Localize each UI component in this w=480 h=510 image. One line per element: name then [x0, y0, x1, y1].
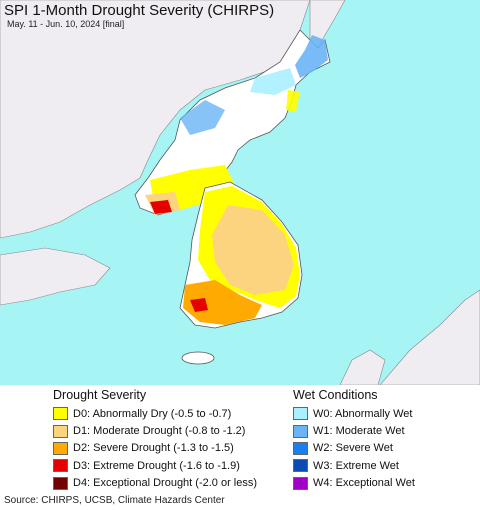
legend-swatch-w2: [293, 441, 308, 455]
legend-label-w1: W1: Moderate Wet: [313, 425, 405, 438]
legend-swatch-w0: [293, 407, 308, 421]
legend-item-w4: W4: Exceptional Wet: [293, 475, 415, 492]
legend-swatch-d0: [53, 407, 68, 421]
legend-item-d3: D3: Extreme Drought (-1.6 to -1.9): [53, 457, 257, 474]
shandong-land: [0, 247, 111, 306]
extreme-area-nk: [150, 200, 172, 214]
wet-area-north: [250, 68, 296, 95]
map: [0, 0, 480, 385]
legend-label-w3: W3: Extreme Wet: [313, 459, 399, 472]
wet-area-northwest: [180, 100, 225, 135]
japan-honshu-land: [379, 289, 480, 385]
source-credit: Source: CHIRPS, UCSB, Climate Hazards Ce…: [4, 495, 225, 506]
legend-item-d2: D2: Severe Drought (-1.3 to -1.5): [53, 440, 257, 457]
drought-legend-heading: Drought Severity: [53, 388, 147, 402]
legend-swatch-w3: [293, 459, 308, 473]
legend-label-w0: W0: Abnormally Wet: [313, 407, 413, 420]
drought-area-sk: [212, 205, 294, 295]
legend-swatch-d2: [53, 441, 68, 455]
dry-area-nk-east: [286, 90, 300, 112]
map-title: SPI 1-Month Drought Severity (CHIRPS): [4, 2, 275, 19]
severe-area-sk-southwest: [183, 280, 262, 325]
legend-swatch-w1: [293, 424, 308, 438]
legend-label-w4: W4: Exceptional Wet: [313, 477, 415, 490]
legend-label-d1: D1: Moderate Drought (-0.8 to -1.2): [73, 425, 246, 438]
legend-swatch-d4: [53, 476, 68, 490]
legend-swatch-w4: [293, 476, 308, 490]
wet-legend: Wet Conditions W0: Abnormally Wet W1: Mo…: [293, 388, 415, 492]
wet-area-northeast: [295, 35, 328, 78]
legend-item-d0: D0: Abnormally Dry (-0.5 to -0.7): [53, 405, 257, 422]
jeju-island: [181, 351, 215, 365]
legend-item-w3: W3: Extreme Wet: [293, 457, 415, 474]
legend-item-d1: D1: Moderate Drought (-0.8 to -1.2): [53, 422, 257, 439]
legend-swatch-d3: [53, 459, 68, 473]
drought-legend: Drought Severity D0: Abnormally Dry (-0.…: [53, 388, 257, 492]
legend-label-d2: D2: Severe Drought (-1.3 to -1.5): [73, 442, 234, 455]
legend-swatch-d1: [53, 424, 68, 438]
map-subtitle: May. 11 - Jun. 10, 2024 [final]: [7, 19, 125, 29]
extreme-area-sk-southwest: [190, 298, 208, 312]
legend-item-w2: W2: Severe Wet: [293, 440, 415, 457]
legend-label-d0: D0: Abnormally Dry (-0.5 to -0.7): [73, 407, 232, 420]
legend-item-d4: D4: Exceptional Drought (-2.0 or less): [53, 475, 257, 492]
legend-label-w2: W2: Severe Wet: [313, 442, 393, 455]
legend-label-d3: D3: Extreme Drought (-1.6 to -1.9): [73, 459, 240, 472]
legend-label-d4: D4: Exceptional Drought (-2.0 or less): [73, 477, 258, 490]
wet-legend-heading: Wet Conditions: [293, 388, 378, 402]
legend-item-w1: W1: Moderate Wet: [293, 422, 415, 439]
japan-kyushu-land: [339, 349, 386, 385]
legend-item-w0: W0: Abnormally Wet: [293, 405, 415, 422]
